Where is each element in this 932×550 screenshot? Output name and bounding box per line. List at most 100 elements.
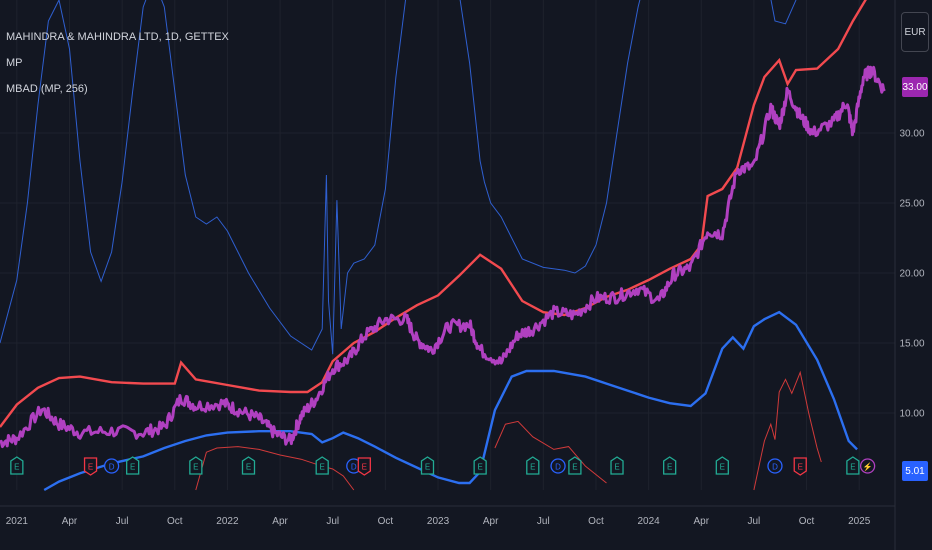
event-marker-label: E — [14, 463, 19, 472]
event-marker-label: D — [772, 463, 778, 472]
series-lower-band — [43, 310, 858, 492]
x-tick-label: Jul — [537, 516, 550, 527]
event-marker-label: E — [193, 463, 198, 472]
event-marker-shape — [420, 456, 435, 475]
x-tick-label: Apr — [483, 516, 499, 527]
legend-symbol[interactable]: MAHINDRA & MAHINDRA LTD, 1D, GETTEX — [6, 31, 229, 43]
event-marker-shape — [610, 456, 624, 475]
event-marker-shape — [83, 457, 98, 476]
event-marker-shape — [568, 456, 582, 475]
event-marker-label: E — [362, 463, 367, 472]
lower-band-badge: 5.01 — [902, 461, 928, 481]
event-marker-label: E — [720, 463, 725, 472]
last-price-badge: 33.00 — [902, 77, 928, 97]
event-marker-label: E — [798, 463, 803, 472]
event-marker-earnings[interactable]: E — [189, 456, 203, 475]
event-marker-earnings-down[interactable]: E — [83, 457, 98, 476]
x-tick-label: 2025 — [848, 516, 871, 527]
x-tick-label: 2024 — [637, 516, 660, 527]
x-tick-label: 2023 — [427, 516, 450, 527]
event-marker-earnings[interactable]: E — [610, 456, 624, 475]
x-tick-label: Apr — [272, 516, 288, 527]
x-tick-label: Apr — [62, 516, 78, 527]
grid-layer — [0, 0, 895, 490]
event-marker-earnings[interactable]: E — [473, 456, 487, 475]
x-tick-label: Oct — [799, 516, 815, 527]
series-deviation-line — [753, 370, 822, 491]
event-marker-earnings[interactable]: E — [568, 456, 582, 475]
event-marker-earnings-down[interactable]: E — [357, 457, 371, 476]
x-tick-label: 2022 — [216, 516, 239, 527]
y-tick-label: 15.00 — [899, 339, 924, 350]
event-marker-shape — [357, 457, 371, 476]
y-tick-label: 10.00 — [899, 409, 924, 420]
event-marker-shape — [189, 456, 203, 475]
event-marker-label: E — [320, 463, 325, 472]
event-marker-shape — [315, 456, 329, 475]
event-marker-earnings-down[interactable]: E — [793, 457, 807, 476]
event-marker-label: E — [667, 463, 672, 472]
y-axis: 10.00 15.00 20.00 25.00 30.00 — [894, 0, 925, 550]
event-marker-earnings[interactable]: E — [715, 456, 729, 475]
event-marker-label: E — [477, 463, 482, 472]
event-marker-circle — [103, 458, 120, 474]
event-marker-circle — [767, 458, 783, 474]
event-marker-earnings[interactable]: E — [126, 456, 140, 475]
x-tick-label: Jul — [116, 516, 129, 527]
event-marker-shape — [241, 456, 256, 475]
event-marker-circle — [550, 458, 566, 474]
event-marker-earnings[interactable]: E — [10, 456, 24, 475]
x-tick-label: Oct — [588, 516, 604, 527]
x-tick-label: Oct — [378, 516, 394, 527]
event-marker-shape — [715, 456, 729, 475]
chart-legend: MAHINDRA & MAHINDRA LTD, 1D, GETTEX MP M… — [6, 24, 229, 102]
series-deviation-line — [195, 446, 355, 491]
event-marker-label: E — [246, 463, 251, 472]
event-marker-label: E — [425, 463, 430, 472]
event-marker-circle — [859, 458, 876, 474]
event-marker-dividend[interactable]: D — [103, 458, 120, 474]
event-marker-split[interactable]: ⚡ — [859, 458, 876, 474]
y-tick-label: 20.00 — [899, 269, 924, 280]
event-marker-earnings[interactable]: E — [420, 456, 435, 475]
event-marker-shape — [126, 456, 140, 475]
event-marker-label: E — [572, 463, 577, 472]
x-tick-label: 2021 — [6, 516, 29, 527]
event-marker-label: D — [109, 463, 115, 472]
x-tick-label: Jul — [326, 516, 339, 527]
event-marker-shape — [10, 456, 24, 475]
x-axis: 2021 Apr Jul Oct 2022 Apr Jul Oct 2023 Apr Jul Oct 2… — [0, 505, 895, 527]
series-upper-band — [0, 0, 867, 428]
x-tick-label: Jul — [748, 516, 761, 527]
event-marker-dividend[interactable]: D — [767, 458, 783, 474]
event-marker-label: ⚡ — [863, 462, 873, 472]
legend-indicator-mp[interactable]: MP — [6, 57, 23, 69]
event-marker-shape — [663, 456, 677, 475]
y-tick-label: 25.00 — [899, 199, 924, 210]
event-marker-earnings[interactable]: E — [846, 456, 860, 475]
series-price-line — [0, 65, 886, 449]
event-marker-earnings[interactable]: E — [241, 456, 256, 475]
legend-indicator-mbad[interactable]: MBAD (MP, 256) — [6, 83, 88, 95]
x-tick-label: Oct — [167, 516, 183, 527]
event-marker-dividend[interactable]: D — [550, 458, 566, 474]
series-deviation-line — [494, 420, 607, 484]
event-marker-shape — [846, 456, 860, 475]
event-marker-shape — [473, 456, 487, 475]
event-marker-label: D — [351, 463, 357, 472]
event-marker-label: E — [130, 463, 135, 472]
events-layer[interactable]: E E D E E E E D E E E E D E E E E D E E ⚡ — [10, 456, 876, 476]
currency-button[interactable]: EUR — [901, 12, 929, 52]
y-tick-label: 30.00 — [899, 129, 924, 140]
event-marker-earnings[interactable]: E — [526, 456, 540, 475]
event-marker-shape — [526, 456, 540, 475]
event-marker-shape — [793, 457, 807, 476]
event-marker-label: E — [530, 463, 535, 472]
event-marker-label: E — [88, 463, 93, 472]
event-marker-earnings[interactable]: E — [315, 456, 329, 475]
event-marker-earnings[interactable]: E — [663, 456, 677, 475]
x-tick-label: Apr — [693, 516, 709, 527]
event-marker-label: D — [555, 463, 561, 472]
